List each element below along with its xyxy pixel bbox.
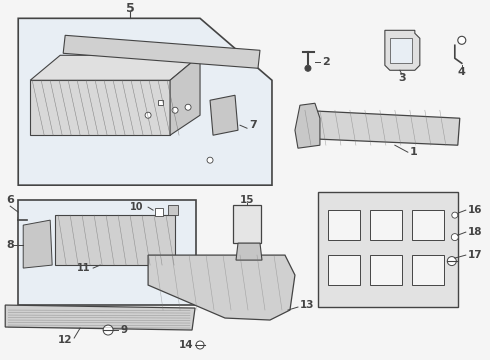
Text: 17: 17: [468, 250, 483, 260]
Bar: [328, 255, 360, 285]
Text: 13: 13: [300, 300, 315, 310]
Polygon shape: [23, 220, 52, 268]
Polygon shape: [236, 243, 262, 260]
Text: 16: 16: [468, 205, 482, 215]
Text: 18: 18: [468, 227, 482, 237]
Bar: [412, 255, 444, 285]
Circle shape: [18, 214, 26, 222]
Bar: [412, 210, 444, 240]
Circle shape: [103, 325, 113, 335]
Bar: [18, 200, 196, 305]
Text: 15: 15: [240, 195, 254, 205]
Bar: [370, 255, 402, 285]
Circle shape: [145, 112, 151, 118]
Text: 1: 1: [410, 147, 417, 157]
Text: 11: 11: [76, 263, 90, 273]
Polygon shape: [295, 103, 320, 148]
Polygon shape: [170, 55, 200, 135]
Polygon shape: [148, 255, 295, 320]
Text: 14: 14: [178, 340, 193, 350]
Polygon shape: [210, 95, 238, 135]
Circle shape: [458, 36, 466, 44]
Text: 10: 10: [129, 202, 143, 212]
Text: 4: 4: [458, 67, 466, 77]
Bar: [155, 208, 163, 216]
Polygon shape: [30, 55, 200, 80]
Text: 2: 2: [322, 57, 330, 67]
Bar: [370, 210, 402, 240]
Bar: [158, 100, 163, 105]
Circle shape: [305, 65, 311, 71]
Text: 12: 12: [58, 335, 72, 345]
Circle shape: [207, 157, 213, 163]
Bar: [318, 192, 458, 307]
Bar: [390, 38, 412, 63]
Polygon shape: [5, 305, 195, 330]
Circle shape: [451, 234, 458, 240]
Text: 9: 9: [120, 325, 127, 335]
Polygon shape: [385, 30, 420, 70]
Polygon shape: [18, 18, 272, 185]
Text: 6: 6: [6, 195, 14, 205]
Polygon shape: [30, 80, 170, 135]
Circle shape: [185, 104, 191, 110]
Text: 7: 7: [249, 120, 257, 130]
Text: 5: 5: [126, 2, 134, 15]
Circle shape: [447, 257, 456, 266]
Bar: [328, 210, 360, 240]
Polygon shape: [298, 110, 460, 145]
Text: 3: 3: [398, 73, 406, 83]
Polygon shape: [63, 35, 260, 68]
Circle shape: [172, 107, 178, 113]
Circle shape: [452, 212, 458, 218]
Bar: [233, 205, 261, 243]
Text: 8: 8: [6, 240, 14, 250]
Polygon shape: [55, 215, 175, 265]
Circle shape: [196, 341, 204, 349]
Polygon shape: [168, 205, 178, 215]
